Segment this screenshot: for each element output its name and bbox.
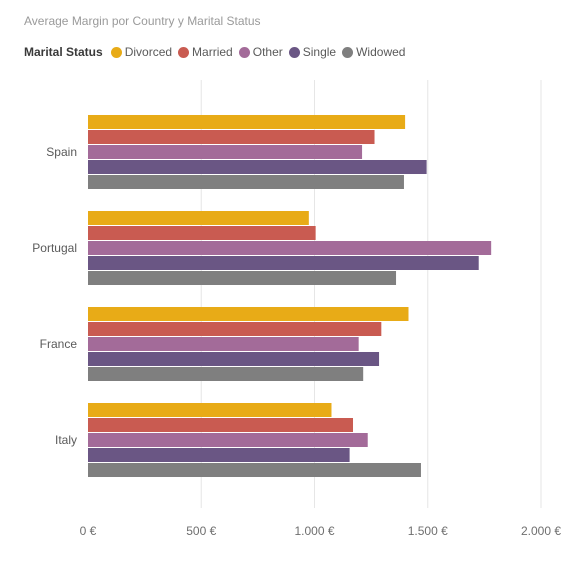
x-tick-label: 0 € [80,524,97,538]
bar-italy-widowed[interactable] [88,463,421,477]
category-label-italy: Italy [55,433,77,447]
x-tick-label: 1.000 € [294,524,334,538]
legend-item-married[interactable]: Married [178,45,233,59]
bar-italy-other[interactable] [88,433,368,447]
bar-portugal-married[interactable] [88,226,316,240]
legend-item-divorced[interactable]: Divorced [110,45,173,59]
x-tick-label: 2.000 € [521,524,561,538]
bar-italy-divorced[interactable] [88,403,332,417]
x-tick-label: 500 € [186,524,216,538]
legend-item-widowed[interactable]: Widowed [342,45,405,59]
bar-portugal-divorced[interactable] [88,211,309,225]
bar-portugal-other[interactable] [88,241,492,255]
legend-marker-other [238,46,250,58]
legend-marker-widowed [342,46,354,58]
legend-marker-divorced [110,46,122,58]
bar-italy-single[interactable] [88,448,350,462]
legend-label-single: Single [302,45,337,59]
x-tick-label: 1.500 € [408,524,448,538]
legend-marker-single [288,46,300,58]
bar-spain-married[interactable] [88,130,375,144]
bar-portugal-single[interactable] [88,256,479,270]
legend-items: Divorced Married Other Single Widowed [110,45,412,59]
legend-item-other[interactable]: Other [238,45,283,59]
legend-label-married: Married [192,45,233,59]
legend-label-other: Other [252,45,283,59]
bar-italy-married[interactable] [88,418,354,432]
bar-france-other[interactable] [88,337,359,351]
bar-portugal-widowed[interactable] [88,271,397,285]
bar-france-married[interactable] [88,322,382,336]
chart-title: Average Margin por Country y Marital Sta… [24,14,261,28]
category-label-spain: Spain [46,145,77,159]
bar-spain-single[interactable] [88,160,427,174]
chart-legend: Marital Status Divorced Married Other Singl… [24,44,411,60]
bar-spain-widowed[interactable] [88,175,404,189]
category-label-france: France [40,337,78,351]
legend-label-widowed: Widowed [356,45,406,59]
bar-france-divorced[interactable] [88,307,409,321]
category-label-portugal: Portugal [32,241,77,255]
bar-spain-other[interactable] [88,145,363,159]
legend-marker-married [178,46,190,58]
bar-france-widowed[interactable] [88,367,364,381]
legend-label-divorced: Divorced [124,45,173,59]
legend-title: Marital Status [24,45,103,59]
legend-item-single[interactable]: Single [288,45,337,59]
bar-spain-divorced[interactable] [88,115,406,129]
bar-france-single[interactable] [88,352,380,366]
